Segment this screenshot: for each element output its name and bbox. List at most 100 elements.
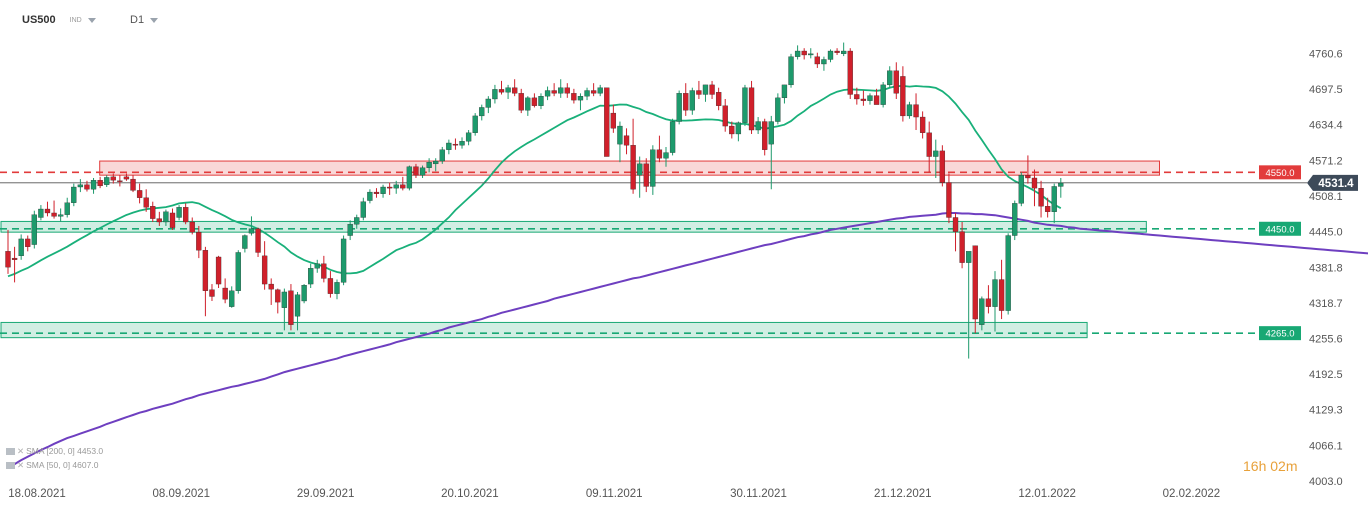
candle-body [136,190,143,198]
candle-body [169,212,176,228]
candle [505,84,511,99]
candle [255,227,261,257]
candle-body [854,94,860,100]
candle [1038,180,1044,218]
candle-body [801,50,807,56]
candle [617,121,623,163]
candle [689,87,695,115]
candle-body [143,197,149,208]
candle [656,135,663,163]
candle [919,111,926,139]
indicator-settings-icon[interactable] [6,448,15,456]
candle [202,246,209,317]
candle [1005,233,1011,315]
candle [275,288,281,314]
candle-body [242,235,248,249]
candle [775,93,781,125]
candle-body [492,89,498,100]
candle-body [340,238,347,283]
legend-item-sma200[interactable]: ✕ SMA [200, 0] 4453.0 [6,446,103,457]
candle-body [31,214,37,245]
candle-body [906,104,913,117]
candle-body [663,152,669,159]
x-tick-label: 02.02.2022 [1163,488,1221,500]
candle-body [334,282,340,294]
candle-body [722,105,728,127]
indicator-settings-icon[interactable] [6,462,15,470]
candle-body [51,212,57,217]
close-icon[interactable]: ✕ [17,460,25,470]
candle-body [544,90,551,97]
x-tick-label: 20.10.2021 [441,488,499,500]
candle-body [472,115,478,133]
candle [827,49,834,63]
candle [577,93,584,111]
timeframe-selector[interactable]: D1 [130,14,159,26]
candle [90,177,97,194]
candle-body [406,166,413,189]
candle [604,87,610,157]
candle [735,121,742,142]
candle [748,80,755,134]
legend-item-sma50[interactable]: ✕ SMA [50, 0] 4607.0 [6,460,98,471]
candle-countdown: 16h 02m [1243,458,1298,474]
candle-body [281,291,288,308]
candle-body [25,238,31,247]
candle [564,83,570,98]
candle-body [650,149,656,187]
candle [110,173,116,184]
candle-body [841,50,847,54]
timeframe-label: D1 [130,14,145,26]
candle-body [71,186,77,203]
x-tick-label: 09.11.2021 [586,488,643,500]
candle [354,214,360,229]
candle [117,175,123,187]
candle-body [656,149,663,159]
candle [998,259,1005,320]
candle [288,284,294,331]
candle-body [1012,203,1018,236]
candle [209,284,215,301]
candle-body [781,84,788,99]
candle-body [1031,177,1038,189]
candle [663,146,669,167]
candle-body [380,186,386,194]
candle [834,48,840,55]
candle-body [150,206,156,219]
candle [459,137,465,149]
candle [966,251,972,359]
market-label: IND [69,16,82,24]
candle-body [512,87,518,94]
candle [1051,183,1057,224]
candle-body [1005,235,1011,311]
candle-body [288,290,294,325]
candle [742,84,748,127]
candle-body [775,97,781,122]
candle-body [38,208,44,218]
candle [814,52,820,68]
candle-body [992,279,998,307]
candle [18,234,24,260]
symbol-selector[interactable]: US500 IND [22,14,96,26]
x-tick-label: 08.09.2021 [153,488,211,500]
candle-body [367,191,373,201]
y-tick-label: 4508.1 [1309,191,1343,203]
candle [31,210,37,249]
candle-body [215,256,222,285]
candle-body [465,132,472,142]
candle-body [176,207,182,218]
candle [84,180,90,192]
candle-body [123,176,130,180]
candle [939,145,946,187]
candle-body [860,98,867,101]
candle [321,255,327,283]
close-icon[interactable]: ✕ [17,446,25,456]
candle [630,118,636,194]
candle-body [538,96,544,106]
candle [446,139,452,155]
candle-body [794,50,801,57]
candle-body [235,252,241,291]
candle [38,205,44,221]
candle-body [715,92,722,106]
